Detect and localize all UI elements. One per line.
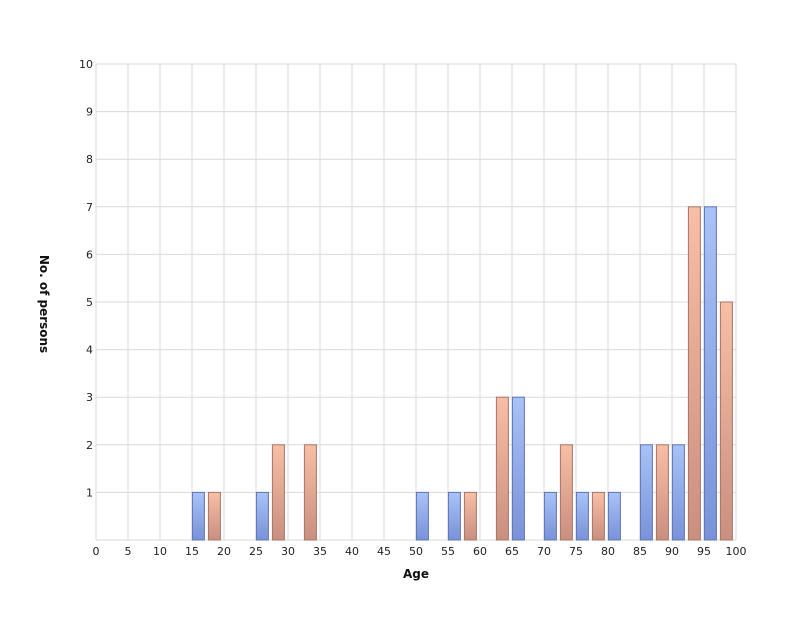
x-tick-label: 30: [281, 545, 295, 558]
bar-series-1: [543, 491, 557, 541]
bar-series-1: [607, 491, 621, 541]
x-tick-label: 65: [505, 545, 519, 558]
bar-series-1: [639, 444, 653, 541]
bar-series-2: [559, 444, 573, 541]
bar-series-1: [511, 396, 525, 541]
x-tick-label: 35: [313, 545, 327, 558]
bar-series-1: [255, 491, 269, 541]
y-tick-label: 2: [86, 439, 93, 452]
x-tick-label: 40: [345, 545, 359, 558]
y-tick-label: 10: [79, 58, 93, 71]
y-axis-title: No. of persons: [37, 255, 51, 353]
bar-series-2: [303, 444, 317, 541]
x-tick-label: 75: [569, 545, 583, 558]
bar-series-2: [271, 444, 285, 541]
x-tick-label: 45: [377, 545, 391, 558]
bar-series-1: [191, 491, 205, 541]
x-tick-label: 10: [153, 545, 167, 558]
bar-series-2: [591, 491, 605, 541]
x-tick-label: 70: [537, 545, 551, 558]
x-tick-label: 95: [697, 545, 711, 558]
x-tick-label: 15: [185, 545, 199, 558]
bar-series-2: [719, 301, 733, 541]
y-tick-label: 6: [86, 248, 93, 261]
y-tick-label: 1: [86, 486, 93, 499]
x-tick-label: 0: [93, 545, 100, 558]
y-tick-label: 4: [86, 344, 93, 357]
bars: [191, 206, 733, 541]
x-axis-title: Age: [403, 567, 429, 581]
bar-series-2: [687, 206, 701, 541]
x-tick-label: 60: [473, 545, 487, 558]
tick-labels: 0 5 10 15 20 25 30 35 40 45 50 55 60 65 70 75 80 85 90 95 10…: [79, 58, 747, 558]
x-tick-label: 5: [125, 545, 132, 558]
bar-series-1: [671, 444, 685, 541]
y-tick-label: 7: [86, 201, 93, 214]
x-tick-label: 80: [601, 545, 615, 558]
x-tick-label: 25: [249, 545, 263, 558]
bar-series-2: [207, 491, 221, 541]
x-tick-label: 55: [441, 545, 455, 558]
bar-series-2: [495, 396, 509, 541]
bar-series-2: [463, 491, 477, 541]
x-tick-label: 50: [409, 545, 423, 558]
bar-series-1: [703, 206, 717, 541]
y-tick-label: 9: [86, 106, 93, 119]
x-tick-label: 20: [217, 545, 231, 558]
x-tick-label: 85: [633, 545, 647, 558]
x-tick-label: 100: [726, 545, 747, 558]
y-tick-label: 3: [86, 391, 93, 404]
bar-series-2: [655, 444, 669, 541]
x-tick-label: 90: [665, 545, 679, 558]
bar-series-1: [447, 491, 461, 541]
y-tick-label: 8: [86, 153, 93, 166]
bar-series-1: [575, 491, 589, 541]
y-tick-label: 5: [86, 296, 93, 309]
bar-series-1: [415, 491, 429, 541]
